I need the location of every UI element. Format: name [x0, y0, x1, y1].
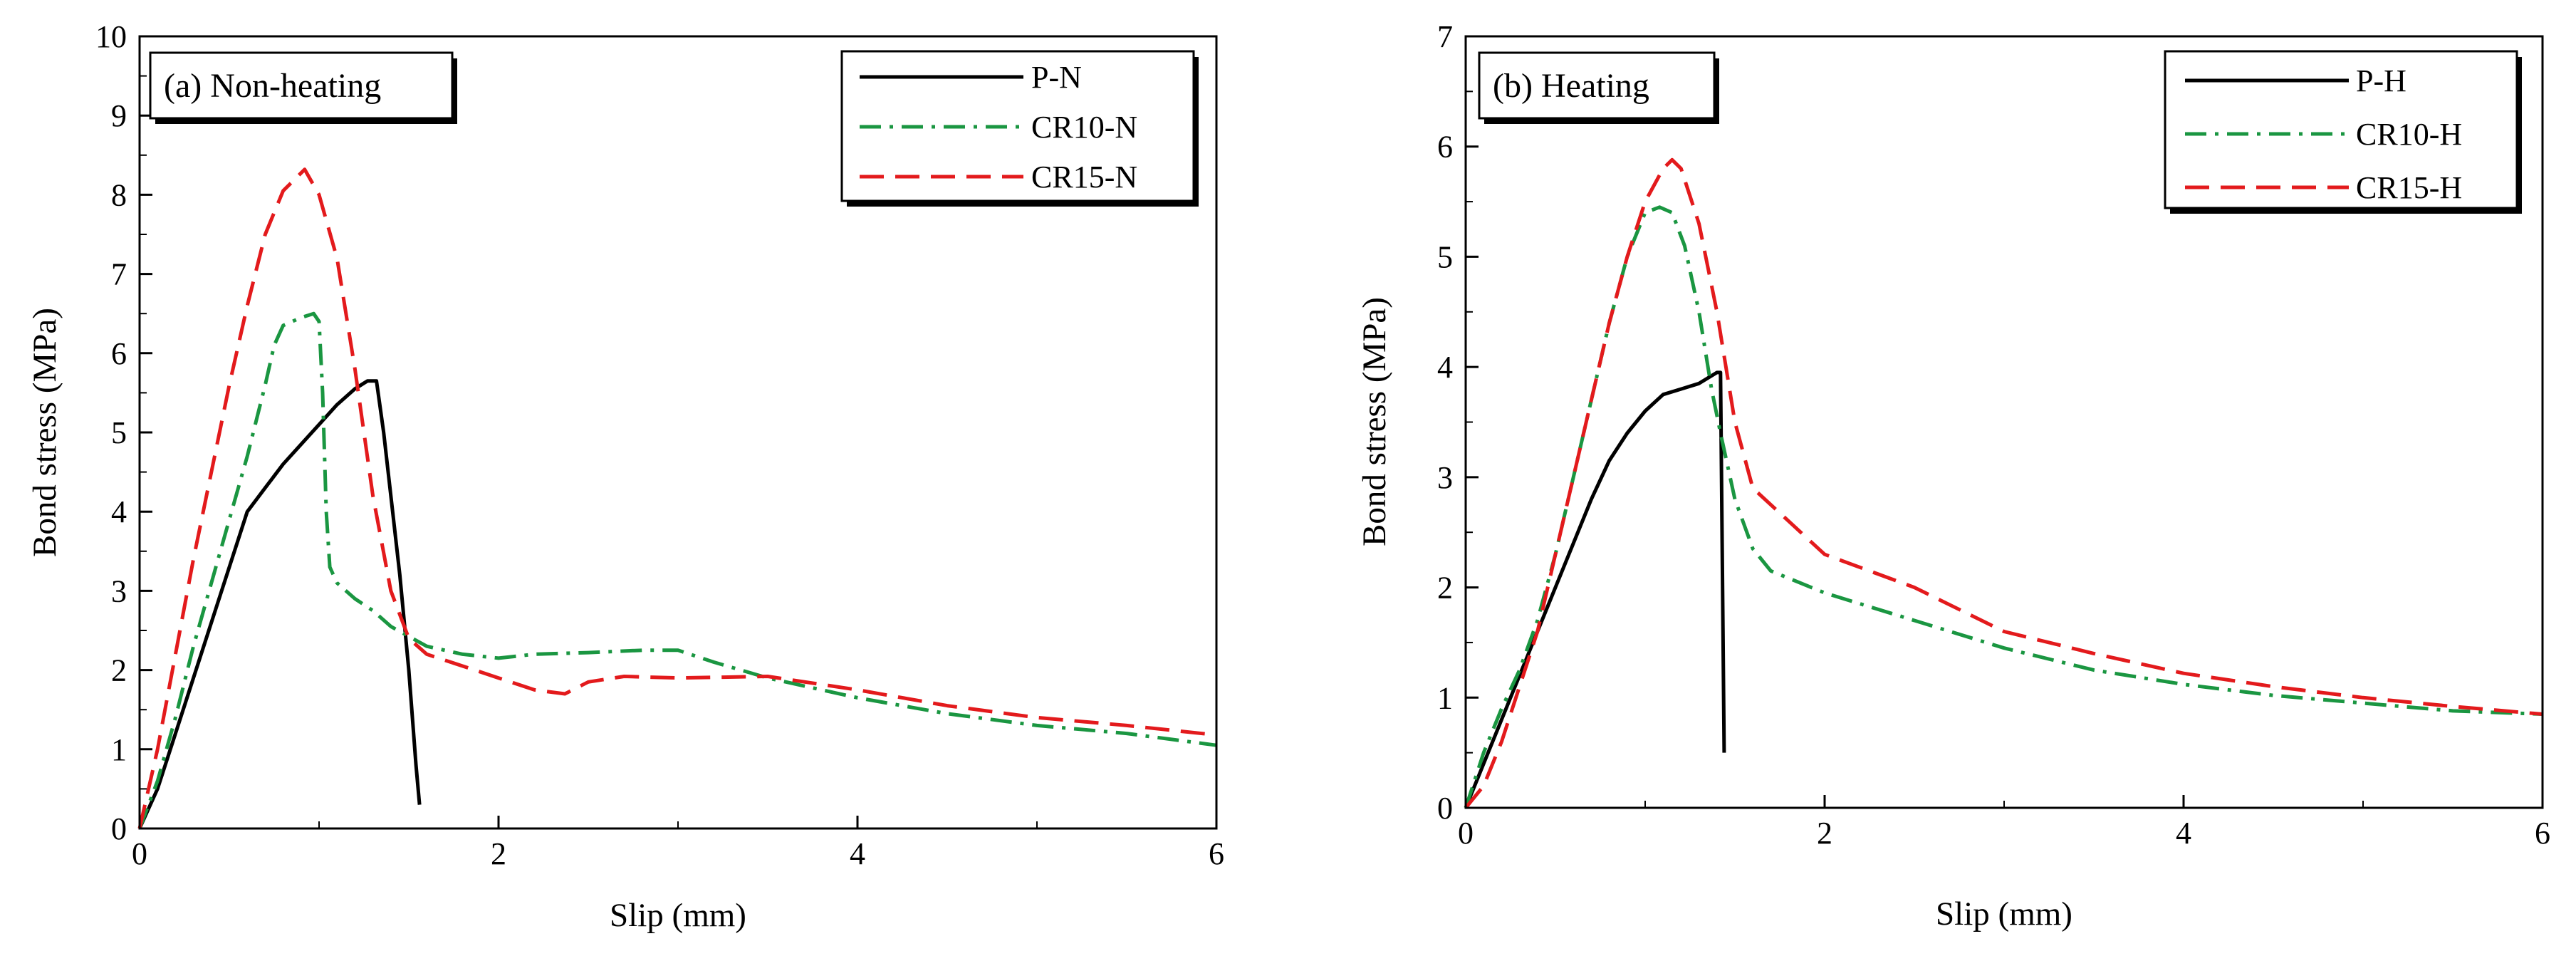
panel-a-y-tick-label: 5: [111, 415, 127, 450]
series-line-cr15-h: [1464, 157, 2543, 809]
panel-b-y-tick-label: 3: [1437, 460, 1453, 495]
legend-label-cr15-h: CR15-H: [2356, 170, 2462, 205]
series-line-cr10-h: [1464, 205, 2543, 809]
panel-b-y-tick-label: 6: [1437, 130, 1453, 165]
panel-b-label: (b) Heating: [1493, 67, 1649, 105]
panel-b-legend: P-H CR10-H CR15-H: [2164, 50, 2522, 214]
panel-a-legend: P-N CR10-N CR15-N: [840, 50, 1199, 207]
legend-label-cr15-n: CR15-N: [1031, 160, 1137, 194]
panel-a-x-tick-label: 4: [850, 836, 865, 871]
panel-a-y-tick-label: 0: [111, 811, 127, 846]
panel-b-y-tick-label: 7: [1437, 19, 1453, 54]
panel-b-label-box: (b) Heating: [1478, 51, 1719, 124]
panel-a-y-tick-label: 7: [111, 257, 127, 292]
panel-a-x-tick-label: 6: [1209, 836, 1224, 871]
panel-a-ticks: 0 2 4 6 0 1 2 3 4 5 6 7 8 9 10: [95, 19, 1224, 871]
panel-b-ticks: 0 2 4 6 0 1 2 3 4 5 6 7: [1437, 19, 2550, 851]
panel-a-y-tick-label: 1: [111, 732, 127, 767]
panel-b-heating: 0 2 4 6 0 1 2 3 4 5 6 7 Slip (mm) Bond stress (MPa)…: [1356, 19, 2550, 932]
panel-b-series: [1464, 157, 2543, 809]
panel-a-series: [137, 167, 1217, 830]
panel-a-y-tick-label: 6: [111, 336, 127, 371]
panel-b-y-tick-label: 0: [1437, 791, 1453, 826]
panel-a-x-tick-label: 0: [132, 836, 147, 871]
panel-a-x-tick-label: 2: [491, 836, 506, 871]
panel-b-x-tick-label: 2: [1817, 816, 1832, 851]
legend-label-p-n: P-N: [1031, 60, 1082, 95]
panel-b-x-tick-label: 0: [1458, 816, 1474, 851]
panel-a-x-axis-title: Slip (mm): [610, 897, 746, 934]
panel-a-label-box: (a) Non-heating: [149, 51, 457, 124]
panel-a-non-heating: 0 2 4 6 0 1 2 3 4 5 6 7 8 9 10 Slip (mm) Bond stress (…: [26, 19, 1224, 934]
panel-b-y-axis-title: Bond stress (MPa): [1356, 297, 1393, 546]
panel-a-y-tick-label: 4: [111, 494, 127, 529]
panel-b-y-tick-label: 2: [1437, 571, 1453, 606]
panel-a-y-axis-title: Bond stress (MPa): [26, 308, 63, 557]
panel-b-y-tick-label: 5: [1437, 239, 1453, 274]
series-line-cr10-n: [137, 311, 1217, 829]
panel-b-x-axis-title: Slip (mm): [1936, 895, 2072, 932]
panel-a-y-tick-label: 2: [111, 653, 127, 688]
panel-a-y-tick-label: 8: [111, 177, 127, 212]
legend-label-p-h: P-H: [2356, 63, 2406, 98]
series-line-cr15-n: [137, 167, 1217, 829]
panel-a-y-tick-label: 9: [111, 98, 127, 133]
panel-a-label: (a) Non-heating: [164, 67, 381, 105]
panel-b-y-tick-label: 1: [1437, 680, 1453, 715]
panel-b-x-tick-label: 4: [2176, 816, 2191, 851]
legend-label-cr10-n: CR10-N: [1031, 110, 1137, 145]
series-line-p-h: [1464, 370, 1726, 809]
series-line-p-n: [137, 379, 422, 830]
panel-a-y-tick-label: 10: [95, 19, 127, 54]
legend-label-cr10-h: CR10-H: [2356, 117, 2462, 152]
panel-a-y-tick-label: 3: [111, 573, 127, 608]
panel-b-y-tick-label: 4: [1437, 350, 1453, 385]
panel-b-x-tick-label: 6: [2535, 816, 2550, 851]
